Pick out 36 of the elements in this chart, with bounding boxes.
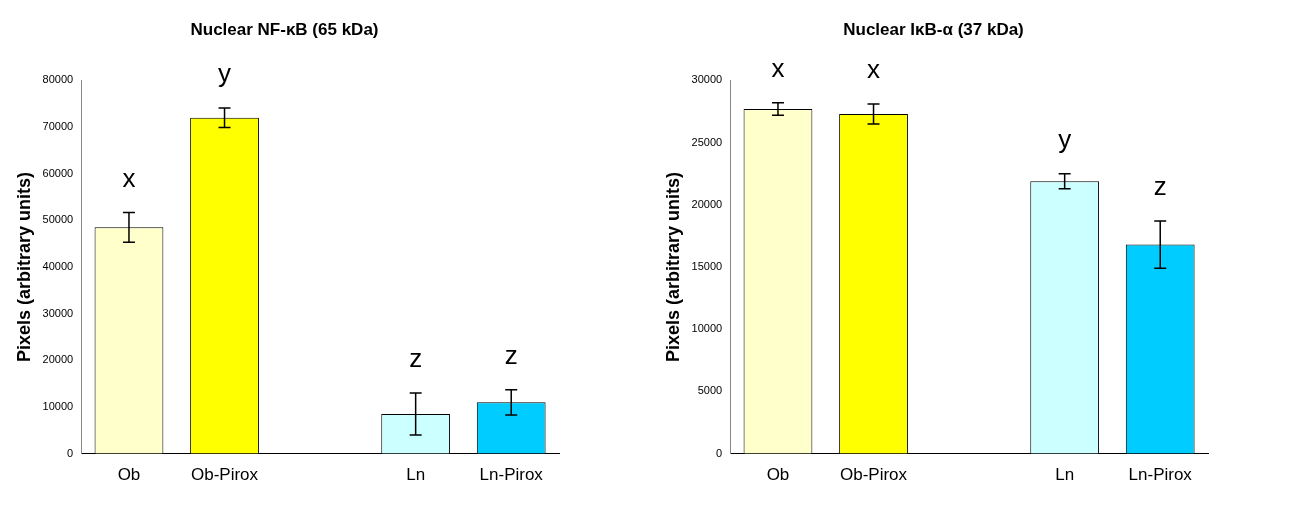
y-tick-label: 20000 bbox=[42, 353, 74, 366]
x-tick-label: Ln bbox=[1055, 465, 1075, 485]
annotation: x bbox=[122, 162, 136, 193]
y-tick-label: 30000 bbox=[42, 306, 74, 319]
y-tick-label: 15000 bbox=[691, 260, 723, 273]
annotation: x bbox=[867, 54, 881, 85]
y-tick-label: 20000 bbox=[691, 197, 723, 210]
annotation: z bbox=[1153, 171, 1167, 202]
x-tick-label: Ln-Pirox bbox=[1128, 465, 1193, 485]
y-tick-label: 60000 bbox=[42, 166, 74, 179]
x-tick-label: Ob-Pirox bbox=[839, 465, 908, 485]
y-tick-label: 0 bbox=[716, 446, 723, 459]
x-tick-label: Ob bbox=[766, 465, 790, 485]
y-tick-label: 0 bbox=[67, 446, 74, 459]
chart-title: Nuclear IκB-α (37 kDa) bbox=[843, 19, 1024, 39]
annotation: x bbox=[771, 52, 785, 83]
x-tick-label: Ln bbox=[406, 465, 426, 485]
annotation: z bbox=[504, 339, 518, 370]
chart-title: Nuclear NF-κB (65 kDa) bbox=[190, 19, 379, 39]
annotation: y bbox=[218, 58, 232, 89]
y-tick-label: 10000 bbox=[691, 322, 723, 335]
y-tick-label: 10000 bbox=[42, 399, 74, 412]
y-tick-label: 5000 bbox=[697, 384, 723, 397]
y-tick-label: 25000 bbox=[691, 135, 723, 148]
y-axis-title: Pixels (arbitrary units) bbox=[662, 171, 683, 363]
y-tick-label: 30000 bbox=[691, 73, 723, 86]
y-tick-label: 50000 bbox=[42, 213, 74, 226]
y-tick-label: 40000 bbox=[42, 260, 74, 273]
annotation: z bbox=[409, 343, 423, 374]
y-tick-label: 70000 bbox=[42, 120, 74, 133]
y-axis-title: Pixels (arbitrary units) bbox=[13, 171, 34, 363]
y-tick-label: 80000 bbox=[42, 73, 74, 86]
x-tick-label: Ob bbox=[117, 465, 141, 485]
x-tick-label: Ln-Pirox bbox=[479, 465, 544, 485]
annotation: y bbox=[1058, 123, 1072, 154]
x-tick-label: Ob-Pirox bbox=[190, 465, 259, 485]
